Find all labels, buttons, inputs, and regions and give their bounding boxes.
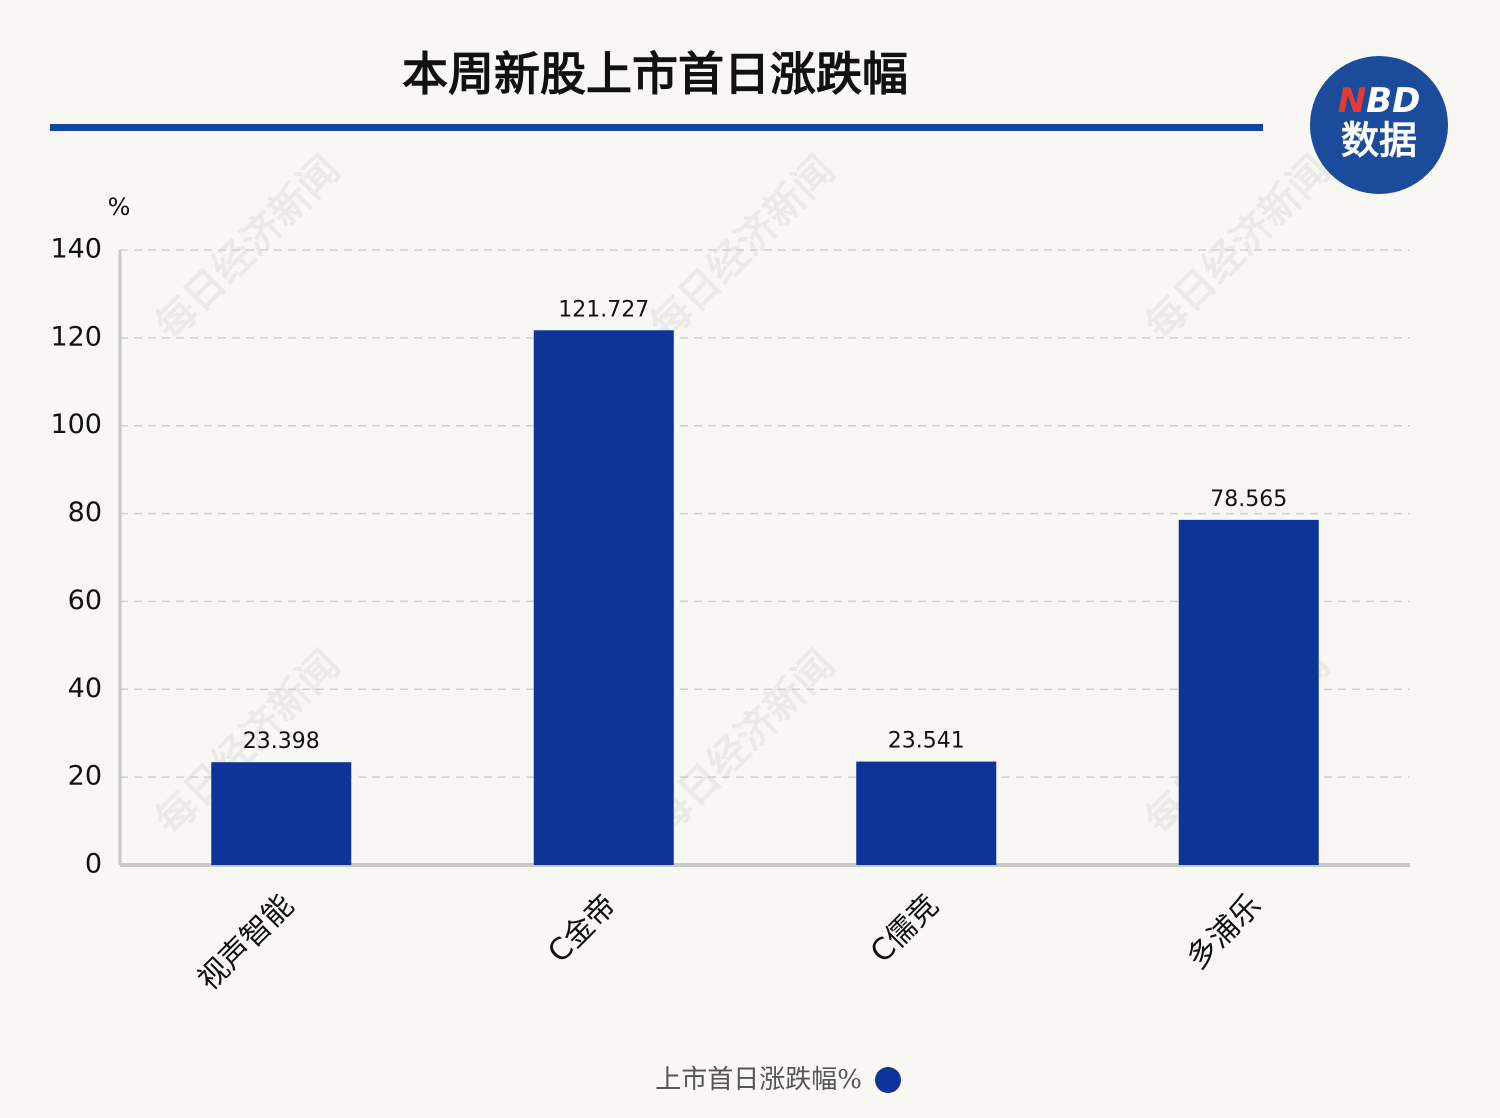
x-tick-label: C金帝 bbox=[541, 888, 623, 970]
logo-label: 数据 bbox=[1341, 119, 1417, 163]
y-tick-label: 100 bbox=[50, 409, 102, 440]
watermark: 每日经济新闻 bbox=[1136, 146, 1339, 349]
bar bbox=[856, 761, 997, 865]
y-tick-label: 40 bbox=[68, 673, 102, 704]
y-tick-label: 140 bbox=[50, 234, 102, 265]
y-tick-label: 0 bbox=[85, 849, 102, 880]
watermark: 每日经济新闻 bbox=[146, 146, 349, 349]
x-tick-label: C儒竞 bbox=[864, 888, 946, 970]
y-axis-label: % bbox=[108, 193, 131, 221]
data-label: 23.541 bbox=[888, 729, 965, 754]
logo-brand: NBD bbox=[1338, 81, 1421, 121]
bar bbox=[1178, 519, 1319, 865]
data-label: 23.398 bbox=[243, 729, 320, 754]
watermark: 每日经济新闻 bbox=[641, 146, 844, 349]
logo-badge bbox=[1310, 56, 1448, 194]
y-tick-label: 120 bbox=[50, 321, 102, 352]
legend-label: 上市首日涨跌幅% bbox=[655, 1065, 862, 1095]
data-label: 121.727 bbox=[558, 297, 649, 322]
y-tick-label: 20 bbox=[68, 761, 102, 792]
bar bbox=[211, 762, 352, 865]
x-tick-label: 多浦乐 bbox=[1180, 888, 1268, 976]
y-tick-label: 80 bbox=[68, 497, 102, 528]
y-tick-label: 60 bbox=[68, 585, 102, 616]
bar bbox=[533, 330, 674, 865]
x-tick-label: 视声智能 bbox=[191, 888, 301, 998]
title-rule bbox=[50, 124, 1263, 131]
legend-swatch bbox=[875, 1067, 901, 1093]
data-label: 78.565 bbox=[1210, 487, 1287, 512]
chart-title: 本周新股上市首日涨跌幅 bbox=[402, 47, 908, 101]
